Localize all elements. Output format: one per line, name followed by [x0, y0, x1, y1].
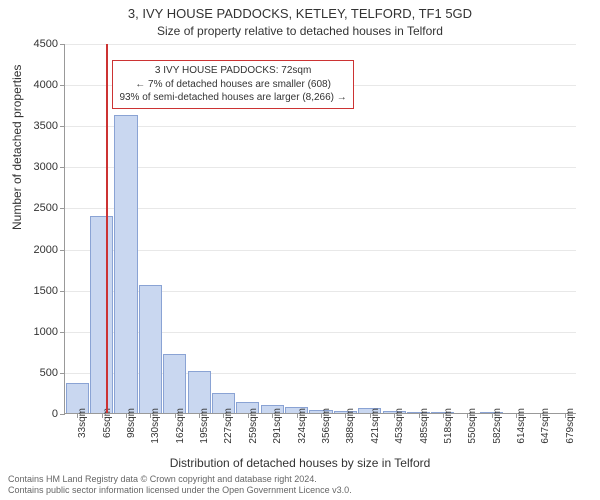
histogram-bar [139, 285, 162, 413]
ytick-mark [60, 44, 65, 45]
ytick-mark [60, 208, 65, 209]
ytick-label: 3500 [8, 120, 58, 132]
ytick-label: 2000 [8, 244, 58, 256]
xtick-label: 550sqm [467, 408, 478, 444]
annotation-line: ← 7% of detached houses are smaller (608… [119, 78, 346, 92]
xtick-label: 388sqm [345, 408, 356, 444]
ytick-mark [60, 167, 65, 168]
chart-container: 3, IVY HOUSE PADDOCKS, KETLEY, TELFORD, … [0, 0, 600, 500]
footer-attribution: Contains HM Land Registry data © Crown c… [8, 474, 352, 497]
ytick-label: 4500 [8, 38, 58, 50]
ytick-label: 3000 [8, 161, 58, 173]
xtick-label: 421sqm [370, 408, 381, 444]
xtick-label: 162sqm [175, 408, 186, 444]
ytick-mark [60, 85, 65, 86]
ytick-label: 0 [8, 408, 58, 420]
xtick-label: 195sqm [199, 408, 210, 444]
xtick-label: 227sqm [223, 408, 234, 444]
ytick-mark [60, 373, 65, 374]
ytick-mark [60, 250, 65, 251]
xtick-label: 582sqm [492, 408, 503, 444]
plot-area: 33sqm65sqm98sqm130sqm162sqm195sqm227sqm2… [64, 44, 576, 414]
xtick-label: 679sqm [565, 408, 576, 444]
gridline [65, 44, 576, 45]
annotation-line: 3 IVY HOUSE PADDOCKS: 72sqm [119, 64, 346, 78]
annotation-line: 93% of semi-detached houses are larger (… [119, 91, 346, 105]
histogram-bar [114, 115, 137, 413]
footer-line: Contains public sector information licen… [8, 485, 352, 496]
ytick-mark [60, 332, 65, 333]
ytick-mark [60, 291, 65, 292]
annotation-box: 3 IVY HOUSE PADDOCKS: 72sqm← 7% of detac… [112, 60, 353, 109]
histogram-bar [188, 371, 211, 413]
ytick-label: 4000 [8, 79, 58, 91]
xtick-label: 324sqm [297, 408, 308, 444]
gridline [65, 250, 576, 251]
ytick-mark [60, 414, 65, 415]
ytick-mark [60, 126, 65, 127]
xtick-label: 647sqm [540, 408, 551, 444]
gridline [65, 126, 576, 127]
xtick-label: 485sqm [419, 408, 430, 444]
gridline [65, 167, 576, 168]
xtick-label: 98sqm [126, 408, 137, 438]
chart-subtitle: Size of property relative to detached ho… [0, 24, 600, 38]
xtick-label: 614sqm [516, 408, 527, 444]
xtick-label: 453sqm [394, 408, 405, 444]
xtick-label: 291sqm [272, 408, 283, 444]
footer-line: Contains HM Land Registry data © Crown c… [8, 474, 352, 485]
histogram-bar [163, 354, 186, 413]
xtick-label: 356sqm [321, 408, 332, 444]
xtick-label: 259sqm [248, 408, 259, 444]
xtick-label: 33sqm [77, 408, 88, 438]
gridline [65, 208, 576, 209]
histogram-bar [90, 216, 113, 413]
xtick-label: 518sqm [443, 408, 454, 444]
x-axis-label: Distribution of detached houses by size … [0, 456, 600, 470]
ytick-label: 1000 [8, 326, 58, 338]
ytick-label: 2500 [8, 202, 58, 214]
property-marker-line [106, 44, 108, 413]
chart-title: 3, IVY HOUSE PADDOCKS, KETLEY, TELFORD, … [0, 6, 600, 21]
xtick-label: 130sqm [150, 408, 161, 444]
ytick-label: 1500 [8, 285, 58, 297]
ytick-label: 500 [8, 367, 58, 379]
